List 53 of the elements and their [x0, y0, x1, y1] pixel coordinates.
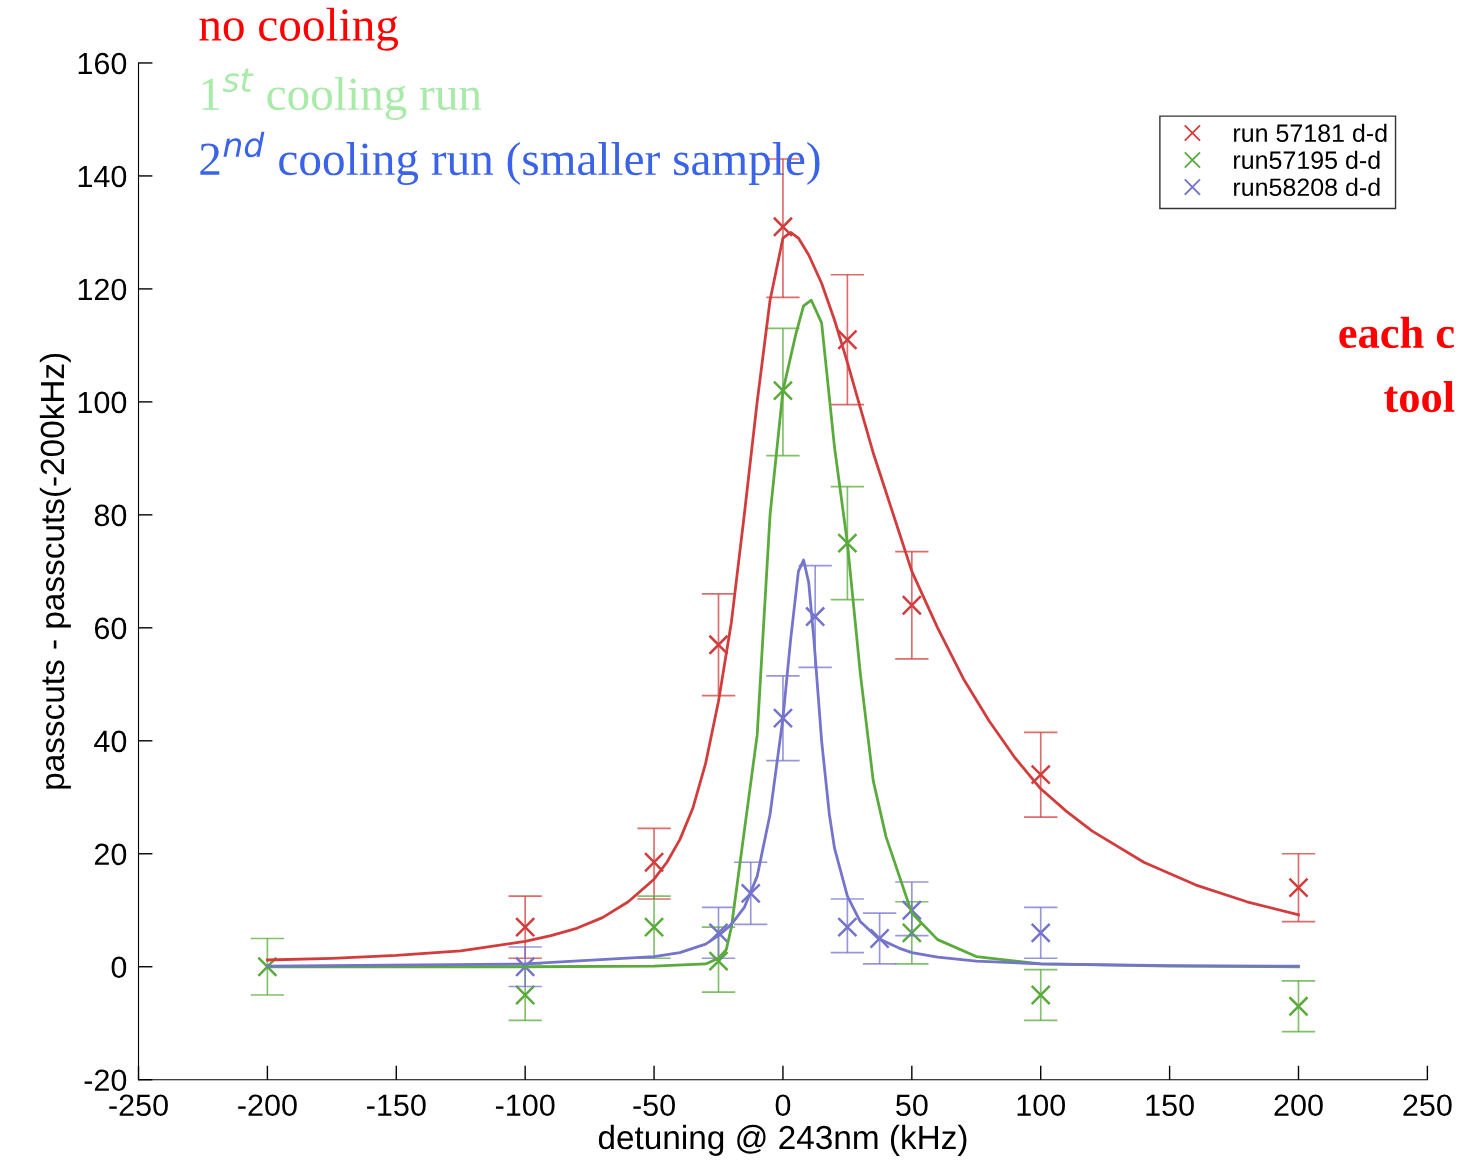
annotation: each c: [1339, 316, 1454, 349]
point: [837, 329, 858, 351]
point: [514, 984, 536, 1006]
y-tick-label: 120: [78, 278, 127, 301]
point: [1288, 996, 1309, 1017]
y-axis-title: passcuts - passcuts(-200kHz): [39, 353, 71, 789]
point: [804, 606, 826, 627]
x-tick-label: -200: [238, 1094, 297, 1117]
point: [837, 532, 858, 554]
annotation: 1$^{st}$ cooling run: [202, 68, 482, 120]
x-tick-label: 250: [1403, 1094, 1452, 1117]
x-tick-label: 0: [775, 1094, 791, 1117]
x-tick-label: -100: [495, 1094, 555, 1117]
point: [708, 634, 729, 656]
y-tick-label: -20: [84, 1069, 127, 1092]
x-tick-label: 150: [1146, 1094, 1194, 1117]
point: [772, 707, 794, 729]
point: [772, 216, 794, 238]
x-tick-label: -150: [367, 1094, 426, 1117]
y-tick-label: 60: [94, 617, 127, 640]
point: [708, 950, 729, 972]
text: no cooling: [199, 7, 399, 51]
annotation: tool: [1384, 380, 1455, 413]
y-tick-label: 20: [94, 843, 127, 866]
x-axis-title: detuning @ 243nm (kHz): [598, 1124, 967, 1156]
point: [643, 851, 665, 873]
y-tick-label: 160: [78, 52, 127, 75]
y-tick-label: 100: [78, 391, 127, 414]
legend-label: run 57181 d-d: [1234, 123, 1387, 142]
point: [1030, 764, 1051, 785]
point: [869, 928, 890, 949]
point: [708, 922, 729, 944]
y-tick-label: 0: [111, 956, 127, 979]
point: [901, 594, 923, 616]
y-tick-label: 140: [78, 165, 127, 188]
y-tick-label: 80: [94, 504, 127, 527]
point: [837, 916, 858, 938]
x-tick-label: -50: [633, 1094, 675, 1117]
legend-label: run58208 d-d: [1234, 177, 1380, 197]
x-tick-label: 200: [1274, 1094, 1323, 1117]
x-tick-label: 50: [896, 1094, 928, 1117]
point: [1030, 922, 1051, 944]
point: [514, 916, 536, 938]
point: [740, 883, 761, 904]
point: [1288, 877, 1309, 898]
y-tick-label: 40: [94, 730, 127, 753]
legend-label: run57195 d-d: [1234, 150, 1380, 170]
x-tick-label: -250: [109, 1094, 168, 1117]
point: [772, 380, 794, 401]
point: [643, 916, 665, 938]
x-tick-label: 100: [1017, 1094, 1066, 1117]
point: [1030, 984, 1051, 1006]
annotation: 2$^{nd}$ cooling run (smaller sample): [200, 131, 820, 186]
